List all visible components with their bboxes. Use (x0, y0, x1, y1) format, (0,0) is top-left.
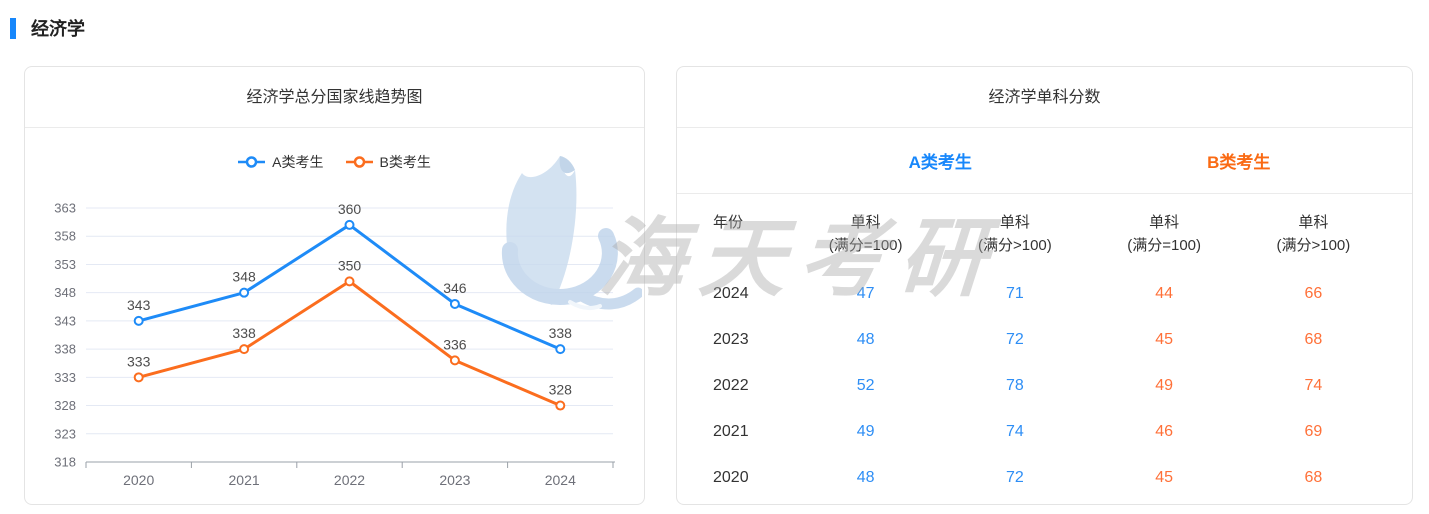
table-row: 2021 49 74 46 69 (701, 409, 1388, 455)
y-axis-tick-label: 363 (54, 201, 76, 216)
data-point-label: 348 (232, 269, 256, 285)
series-line (137, 223, 562, 351)
col-header-subject-0: 单科 (满分=100) (828, 214, 903, 255)
data-point-marker (344, 276, 355, 287)
score-cell: 45 (1155, 468, 1174, 486)
page-header: 经济学 (10, 15, 85, 41)
trend-chart-card: 经济学总分国家线趋势图 A类考生 B类考生 318 323 328 333 338 343 3… (24, 66, 645, 505)
score-table-card: 经济学单科分数 A类考生 B类考生 年份 单科 (满分=100) 单科 (满分>100)… (676, 66, 1413, 505)
data-point-marker (239, 287, 250, 298)
data-point-label: 338 (232, 325, 256, 341)
x-axis-tick-label: 2020 (123, 472, 154, 488)
data-point-marker (344, 219, 355, 230)
legend-label: A类考生 (272, 154, 324, 170)
table-group-header-row: A类考生 B类考生 (677, 128, 1412, 194)
score-cell: 68 (1304, 468, 1323, 486)
col-header-subject-1: 单科 (满分>100) (977, 214, 1052, 255)
y-axis-tick-label: 343 (54, 313, 76, 328)
year-cell: 2020 (713, 468, 749, 486)
legend-item-a-candidates[interactable]: A类考生 (238, 152, 324, 172)
table-row: 2022 52 78 49 74 (701, 363, 1388, 409)
table-row: 2024 47 71 44 66 (701, 271, 1388, 317)
y-axis-tick-label: 328 (54, 398, 76, 413)
score-cell: 49 (1155, 376, 1174, 394)
y-axis-tick-label: 338 (54, 342, 76, 357)
year-cell: 2021 (713, 422, 749, 440)
score-table: 年份 单科 (满分=100) 单科 (满分>100) 单科 (满分=100) 单科 (满分>10… (677, 194, 1412, 501)
chart-card-title: 经济学总分国家线趋势图 (25, 67, 644, 128)
score-cell: 44 (1155, 284, 1174, 302)
page-title: 经济学 (31, 19, 85, 39)
group-header-b-candidates: B类考生 (1207, 153, 1271, 172)
score-cell: 74 (1005, 422, 1024, 440)
data-point-label: 328 (549, 382, 573, 398)
score-cell: 48 (856, 330, 875, 348)
table-row: 2023 48 72 45 68 (701, 317, 1388, 363)
table-column-header-row: 年份 单科 (满分=100) 单科 (满分>100) 单科 (满分=100) 单科 (满分>10… (701, 194, 1388, 271)
y-axis-tick-label: 333 (54, 370, 76, 385)
score-cell: 49 (856, 422, 875, 440)
score-cell: 72 (1005, 330, 1024, 348)
data-point-label: 350 (338, 257, 362, 273)
group-header-a-candidates: A类考生 (908, 153, 972, 172)
data-point-marker (555, 400, 566, 411)
table-row: 2020 48 72 45 68 (701, 455, 1388, 501)
score-cell: 48 (856, 468, 875, 486)
data-point-label: 338 (549, 325, 573, 341)
data-point-marker (449, 355, 460, 366)
year-cell: 2022 (713, 376, 749, 394)
data-point-marker (239, 344, 250, 355)
accent-bar (10, 17, 16, 39)
y-axis-tick-label: 318 (54, 455, 76, 470)
data-point-marker (133, 372, 144, 383)
data-point-label: 346 (443, 280, 467, 296)
y-axis-tick-label: 358 (54, 229, 76, 244)
score-cell: 52 (856, 376, 875, 394)
score-cell: 66 (1304, 284, 1323, 302)
legend-label: B类考生 (379, 154, 431, 170)
series-line (137, 279, 562, 408)
score-cell: 45 (1155, 330, 1174, 348)
chart-legend: A类考生 B类考生 (25, 151, 644, 173)
year-cell: 2024 (713, 284, 749, 302)
data-point-marker (555, 344, 566, 355)
score-cell: 78 (1005, 376, 1024, 394)
score-cell: 47 (856, 284, 875, 302)
score-cell: 68 (1304, 330, 1323, 348)
y-axis-tick-label: 323 (54, 426, 76, 441)
data-point-label: 333 (127, 353, 151, 369)
legend-item-b-candidates[interactable]: B类考生 (345, 152, 431, 172)
col-header-subject-2: 单科 (满分=100) (1127, 214, 1202, 255)
data-point-label: 343 (127, 297, 151, 313)
y-axis-tick-label: 353 (54, 257, 76, 272)
y-axis-tick-label: 348 (54, 285, 76, 300)
col-header-year: 年份 (713, 214, 744, 231)
score-cell: 46 (1155, 422, 1174, 440)
legend-line-marker-icon (238, 156, 266, 168)
score-cell: 71 (1005, 284, 1024, 302)
data-point-label: 336 (443, 336, 467, 352)
x-axis-tick-label: 2022 (334, 472, 365, 488)
trend-line-chart: 318 323 328 333 338 343 348 353 358 363 2020 2021 20… (54, 201, 615, 488)
x-axis-tick-label: 2021 (229, 472, 260, 488)
legend-line-marker-icon (345, 156, 373, 168)
col-header-subject-3: 单科 (满分>100) (1276, 214, 1351, 255)
data-point-label: 360 (338, 201, 362, 217)
data-point-marker (449, 298, 460, 309)
x-axis-tick-label: 2023 (439, 472, 470, 488)
data-point-marker (133, 315, 144, 326)
score-cell: 69 (1304, 422, 1323, 440)
year-cell: 2023 (713, 330, 749, 348)
table-card-title: 经济学单科分数 (677, 67, 1412, 128)
score-cell: 74 (1304, 376, 1323, 394)
score-cell: 72 (1005, 468, 1024, 486)
x-axis-tick-label: 2024 (545, 472, 576, 488)
